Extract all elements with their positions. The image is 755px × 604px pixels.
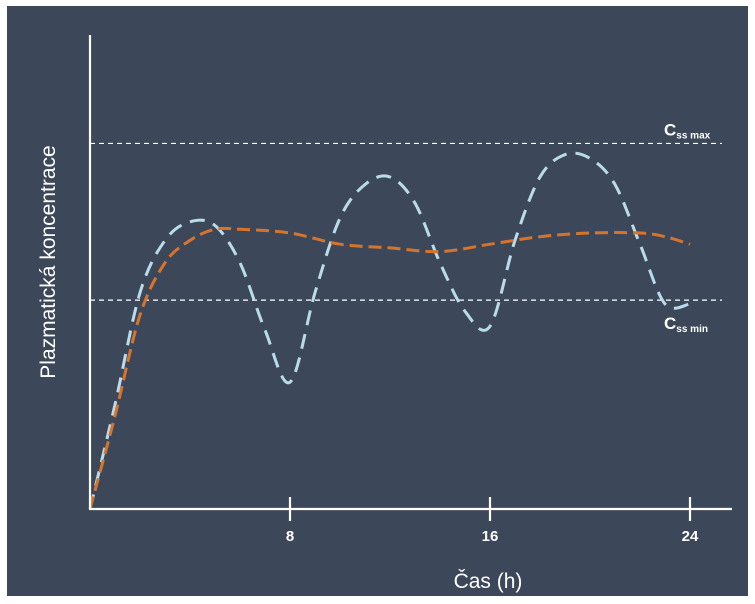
reference-label-1: Css min bbox=[664, 314, 708, 335]
x-tick-label-0: 8 bbox=[286, 528, 294, 545]
x-axis-label: Čas (h) bbox=[454, 570, 523, 593]
reference-label-main-1: C bbox=[664, 314, 676, 333]
reference-label-main-0: C bbox=[664, 120, 676, 139]
x-tick-label-1: 16 bbox=[482, 528, 499, 545]
reference-label-0: Css max bbox=[664, 120, 711, 141]
series-line-0 bbox=[88, 151, 691, 510]
chart-background bbox=[7, 6, 748, 596]
x-ticks: 8 16 24 bbox=[286, 497, 699, 545]
series-line-1 bbox=[88, 226, 691, 510]
x-tick-label-2: 24 bbox=[682, 528, 699, 545]
reference-label-sub-0: ss max bbox=[676, 130, 710, 141]
reference-label-sub-1: ss min bbox=[676, 324, 708, 335]
y-axis-label: Plazmatická koncentrace bbox=[37, 145, 60, 378]
series-layer bbox=[88, 151, 691, 510]
